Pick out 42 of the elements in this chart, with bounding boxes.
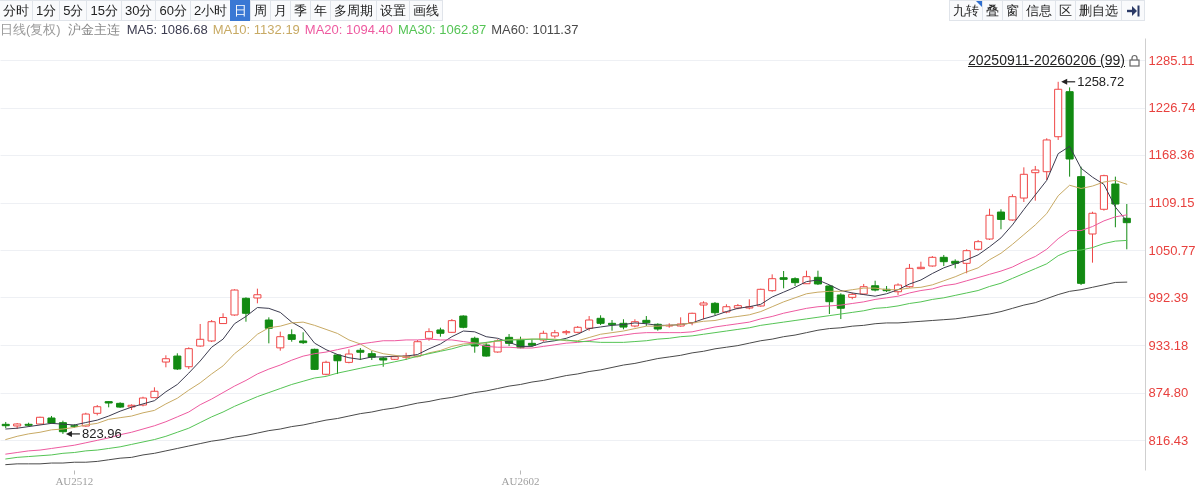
text: 设置: [376, 0, 411, 21]
text: 画线: [409, 0, 444, 21]
text: 季: [290, 0, 312, 21]
text: MA20: 1094.40: [304, 21, 394, 38]
text: 30分: [120, 0, 157, 21]
text: 叠: [982, 0, 1003, 21]
annotation: 20250911-20260206 (99): [968, 52, 1125, 68]
text: 15分: [86, 0, 122, 21]
y-tick-label: 1168.36: [1148, 147, 1195, 163]
text: 区: [1055, 0, 1076, 21]
text: 日: [230, 0, 252, 21]
y-tick-label: 816.43: [1148, 432, 1189, 448]
text: 窗: [1002, 0, 1023, 21]
text: 1分: [32, 0, 61, 21]
text: MA60: 1011.37: [491, 21, 579, 38]
text: MA30: 1062.87: [398, 21, 487, 38]
text: 多周期: [330, 0, 378, 21]
text: 删自选: [1075, 0, 1122, 21]
text: 5分: [59, 0, 88, 21]
y-tick-label: 992.39: [1148, 290, 1189, 305]
y-tick-label: 874.80: [1148, 385, 1189, 401]
text: 九转: [949, 0, 983, 21]
text: 信息: [1022, 0, 1056, 21]
y-tick-label: 1050.77: [1148, 242, 1196, 258]
text: MA10: 1132.19: [212, 21, 300, 38]
annotation: 823.96: [81, 425, 122, 441]
chart-subtitle: 日线(复权): [0, 21, 61, 38]
text: MA5: 1086.68: [126, 21, 208, 38]
text: 60分: [155, 0, 191, 21]
text: 2小时: [189, 0, 232, 21]
y-tick-label: 1109.15: [1148, 195, 1195, 211]
annotation: 1258.72: [1077, 73, 1125, 89]
x-tick-label: AU2512: [55, 474, 94, 486]
text: 分时: [0, 0, 33, 21]
text: 周: [250, 0, 272, 21]
chart-title: 沪金主连: [67, 21, 120, 38]
y-tick-label: 933.18: [1148, 337, 1189, 353]
y-tick-label: 1226.74: [1148, 100, 1196, 116]
text: 年: [310, 0, 332, 21]
text: 月: [270, 0, 292, 21]
y-tick-label: 1285.11: [1148, 52, 1195, 68]
x-tick-label: AU2602: [501, 474, 540, 486]
